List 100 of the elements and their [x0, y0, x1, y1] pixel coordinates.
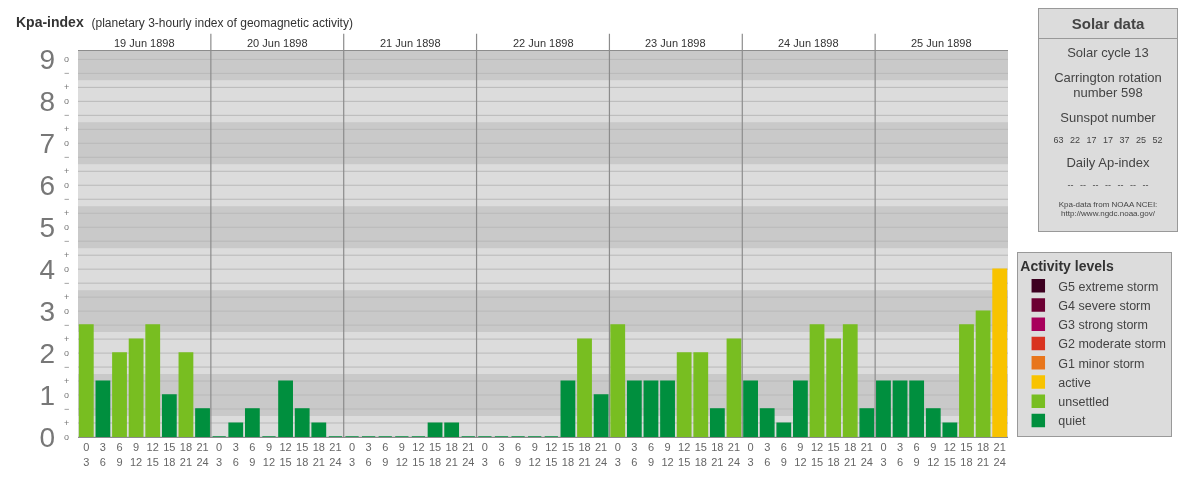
text: + — [64, 82, 70, 92]
text: − — [64, 110, 70, 120]
bar — [161, 394, 177, 437]
text: 20 Jun 1898 — [247, 37, 308, 49]
text: Daily Ap-index — [1065, 155, 1151, 170]
text: o — [64, 264, 70, 274]
bar — [95, 380, 111, 437]
x-tick-label: 9 12 — [661, 441, 674, 468]
bar — [577, 338, 592, 437]
x-tick-label: 9 12 — [395, 441, 408, 468]
bar — [278, 380, 293, 437]
x-tick-label: 18 21 — [976, 441, 990, 468]
text: Kpa-data from NOAA NCEI: http://www.ngdc.noaa.gov/ — [1057, 200, 1159, 218]
text: + — [64, 418, 70, 428]
bar — [626, 380, 642, 437]
y-tick-label: 2 — [39, 337, 55, 369]
x-tick-label: 15 18 — [561, 441, 575, 468]
text: − — [64, 68, 70, 78]
x-tick-label: 12 15 — [678, 441, 691, 468]
text: o — [64, 306, 70, 316]
bar — [709, 408, 725, 437]
x-tick-label: 15 18 — [960, 441, 973, 468]
text: + — [64, 334, 70, 344]
bar — [876, 380, 891, 437]
bar — [842, 324, 858, 437]
x-tick-label: 12 15 — [146, 441, 159, 468]
text: − — [64, 152, 70, 162]
chart-title: Kpa-index — [16, 13, 84, 30]
x-tick-label: 15 18 — [163, 441, 176, 468]
x-tick-label: 3 6 — [631, 441, 638, 468]
y-tick-label: 5 — [39, 212, 55, 244]
x-tick-label: 6 9 — [116, 441, 123, 468]
x-tick-label: 21 24 — [727, 441, 741, 468]
text: 63 22 17 17 37 25 52 — [1052, 135, 1164, 145]
text: − — [64, 278, 70, 288]
bar — [427, 422, 443, 437]
bar — [726, 338, 742, 437]
text: -- -- -- -- -- -- -- — [1066, 180, 1150, 190]
legend-label: quiet — [1058, 414, 1086, 429]
bar — [743, 380, 758, 437]
x-tick-label: 3 6 — [896, 441, 904, 468]
x-tick-label: 9 12 — [262, 441, 276, 468]
x-tick-label: 0 3 — [747, 441, 754, 468]
y-tick-label: 6 — [39, 170, 55, 202]
x-tick-label: 15 18 — [827, 441, 840, 468]
x-tick-label: 18 21 — [711, 441, 724, 468]
bar — [892, 380, 908, 437]
x-tick-label: 6 9 — [515, 441, 522, 468]
text: 24 Jun 1898 — [778, 37, 839, 49]
x-tick-label: 12 15 — [412, 441, 425, 468]
bar — [195, 408, 210, 437]
text: 25 Jun 1898 — [911, 37, 972, 49]
x-tick-label: 12 15 — [545, 441, 558, 468]
bar — [809, 324, 825, 437]
chart-subtitle: (planetary 3-hourly index of geomagnetic activity) — [91, 15, 353, 30]
text: − — [64, 362, 70, 372]
x-tick-label: 15 18 — [428, 441, 442, 468]
text: o — [64, 180, 70, 190]
x-tick-label: 18 21 — [578, 441, 591, 468]
x-tick-label: 6 9 — [647, 441, 655, 468]
x-tick-label: 6 9 — [913, 441, 920, 468]
x-tick-label: 3 6 — [498, 441, 505, 468]
x-tick-label: 21 24 — [860, 441, 873, 468]
bar — [793, 380, 808, 437]
x-tick-label: 15 18 — [296, 441, 309, 468]
text: + — [64, 376, 70, 386]
text: 22 Jun 1898 — [513, 37, 574, 49]
x-tick-label: 0 3 — [348, 441, 356, 468]
y-tick-label: 4 — [39, 253, 55, 285]
text: 21 Jun 1898 — [380, 37, 441, 49]
text: + — [64, 292, 70, 302]
text: o — [64, 96, 70, 106]
text: o — [64, 222, 70, 232]
x-tick-label: 21 24 — [196, 441, 209, 468]
bar — [78, 324, 94, 437]
legend-label: G4 severe storm — [1058, 298, 1151, 313]
legend-label: unsettled — [1058, 395, 1110, 410]
x-tick-label: 0 3 — [481, 441, 488, 468]
x-tick-label: 9 12 — [130, 441, 143, 468]
x-tick-label: 21 24 — [329, 441, 342, 468]
legend-label: G1 minor storm — [1058, 356, 1145, 371]
bar — [992, 268, 1008, 437]
bar — [244, 408, 260, 437]
text: − — [64, 236, 70, 246]
x-tick-label: 0 3 — [614, 441, 621, 468]
text: o — [64, 390, 70, 400]
text: Solar cycle 13 — [1066, 45, 1150, 60]
x-tick-label: 0 3 — [83, 441, 90, 468]
bar — [610, 324, 626, 437]
x-tick-label: 9 12 — [528, 441, 541, 468]
x-tick-label: 9 12 — [794, 441, 807, 468]
y-tick-label: 8 — [39, 86, 55, 118]
bar — [826, 338, 842, 437]
x-tick-label: 6 9 — [382, 441, 389, 468]
legend-label: G3 strong storm — [1058, 318, 1148, 333]
bar — [643, 380, 659, 437]
x-tick-label: 3 6 — [99, 441, 106, 468]
text: + — [64, 250, 70, 260]
y-tick-label: 7 — [39, 128, 55, 160]
legend-label: G2 moderate storm — [1058, 337, 1166, 352]
